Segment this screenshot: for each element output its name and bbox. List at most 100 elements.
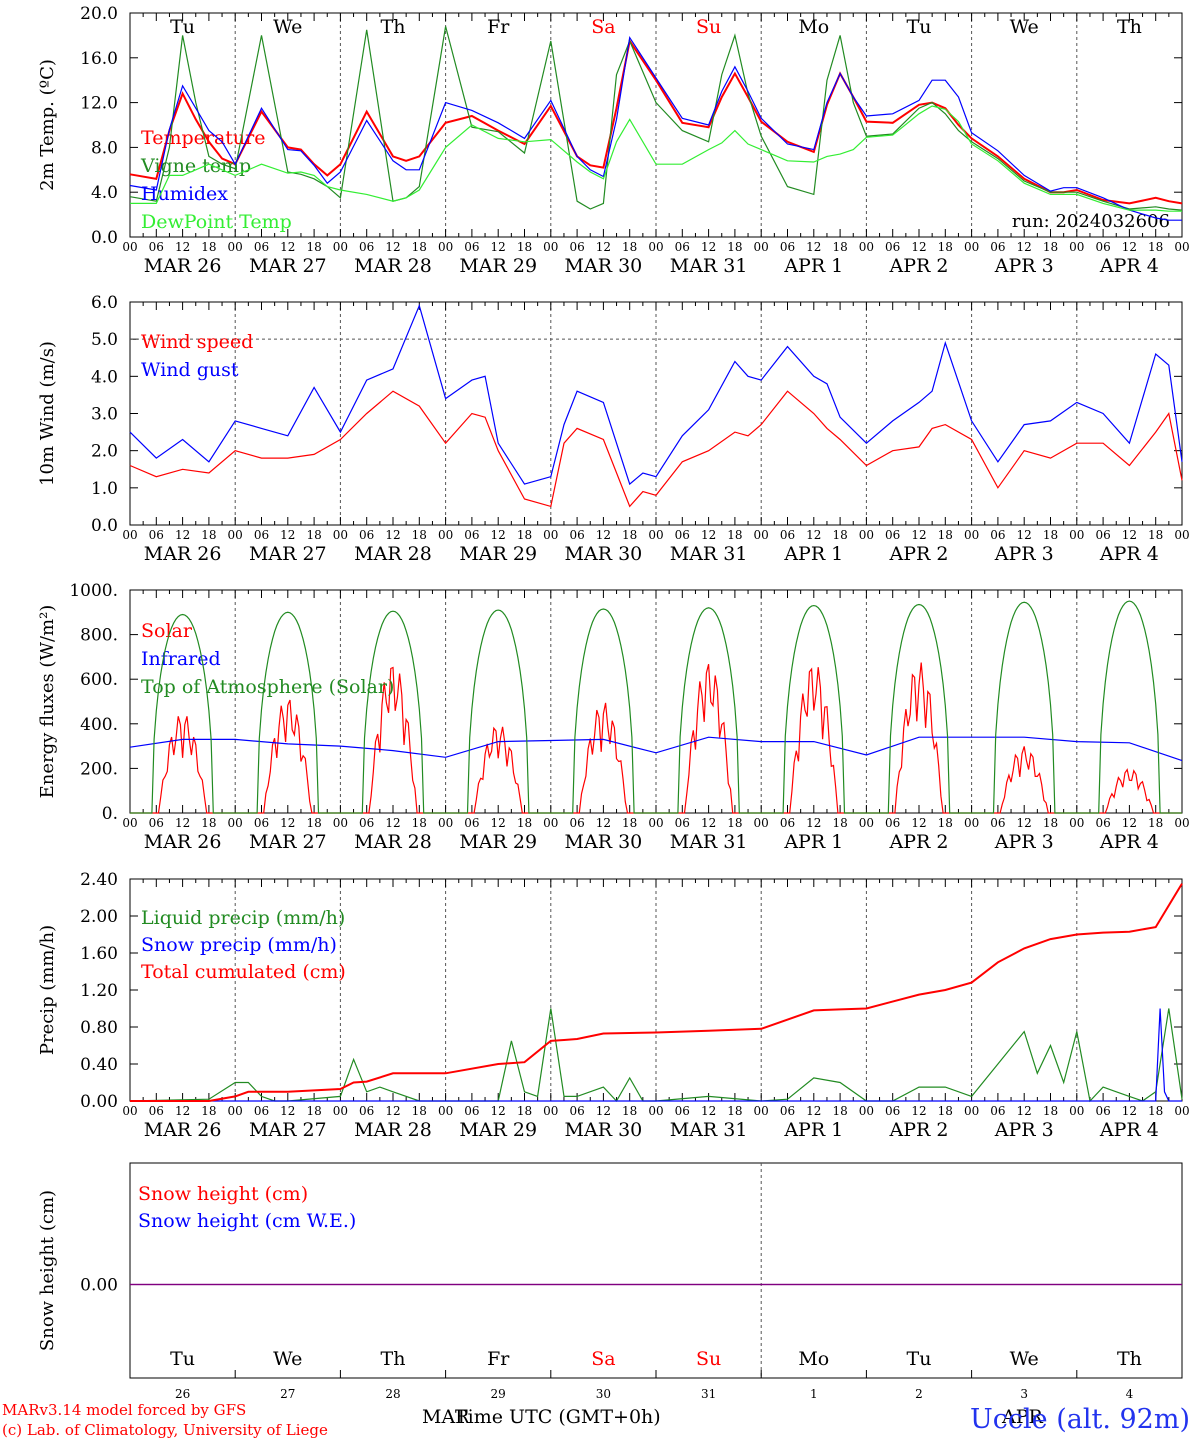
hour-tick-label: 06 [464, 528, 479, 542]
hour-tick-label: 00 [859, 240, 874, 254]
y-tick-label: 200. [80, 759, 118, 779]
date-label: MAR 30 [565, 255, 643, 277]
hour-tick-label: 06 [569, 816, 584, 830]
legend-entry: Vigne temp [140, 155, 251, 177]
day-name: Th [381, 1348, 406, 1370]
y-tick-label: 0.80 [80, 1018, 118, 1038]
y-tick-label: 3.0 [91, 405, 118, 425]
run-label: run: 2024032606 [1012, 211, 1170, 232]
hour-tick-label: 18 [306, 816, 321, 830]
hour-tick-label: 00 [964, 1104, 979, 1118]
hour-tick-label: 18 [622, 816, 637, 830]
legend-entry: Top of Atmosphere (Solar) [141, 676, 394, 698]
hour-tick-label: 00 [754, 1104, 769, 1118]
hour-tick-label: 00 [438, 240, 453, 254]
day-number: 1 [810, 1387, 818, 1401]
hour-tick-label: 00 [438, 1104, 453, 1118]
hour-tick-label: 06 [780, 240, 795, 254]
date-label: APR 3 [994, 831, 1054, 853]
date-label: MAR 29 [459, 831, 537, 853]
hour-tick-label: 18 [727, 240, 742, 254]
y-tick-label: 5.0 [91, 330, 118, 350]
hour-tick-label: 06 [569, 1104, 584, 1118]
hour-tick-label: 00 [228, 240, 243, 254]
day-name: Tu [170, 16, 195, 38]
y-tick-label: 800. [80, 626, 118, 646]
hour-tick-label: 06 [1095, 1104, 1110, 1118]
date-label: APR 1 [783, 831, 843, 853]
legend-entry: Wind gust [141, 359, 239, 381]
hour-tick-label: 00 [333, 528, 348, 542]
series-line [129, 38, 1183, 205]
hour-tick-label: 06 [885, 240, 900, 254]
date-label: MAR 29 [459, 255, 537, 277]
hour-tick-label: 00 [859, 1104, 874, 1118]
hour-tick-label: 12 [385, 1104, 400, 1118]
y-axis-label: 10m Wind (m/s) [37, 341, 58, 486]
day-name: Fr [487, 16, 510, 38]
hour-tick-label: 00 [122, 1104, 137, 1118]
legend-entry: Humidex [141, 183, 228, 205]
date-label: APR 4 [1099, 255, 1159, 277]
day-name: We [1010, 1348, 1039, 1370]
date-label: MAR 29 [459, 543, 537, 565]
hour-tick-label: 18 [517, 528, 532, 542]
hour-tick-label: 06 [675, 528, 690, 542]
hour-tick-label: 12 [596, 1104, 611, 1118]
y-tick-label: 0.00 [80, 1276, 118, 1296]
day-name: Mo [798, 1348, 829, 1370]
date-label: APR 3 [994, 1119, 1054, 1141]
hour-tick-label: 18 [832, 240, 847, 254]
hour-tick-label: 18 [622, 240, 637, 254]
hour-tick-label: 00 [1069, 1104, 1084, 1118]
hour-tick-label: 00 [438, 816, 453, 830]
hour-tick-label: 00 [122, 528, 137, 542]
hour-tick-label: 18 [832, 816, 847, 830]
series-line [130, 883, 1183, 1102]
y-tick-label: 2.00 [80, 907, 118, 927]
hour-tick-label: 06 [254, 816, 269, 830]
date-label: APR 3 [994, 255, 1054, 277]
date-label: MAR 30 [565, 1119, 643, 1141]
hour-tick-label: 12 [1122, 1104, 1137, 1118]
hour-tick-label: 12 [1017, 816, 1032, 830]
date-label: MAR 28 [354, 543, 432, 565]
x-axis-title: Time UTC (GMT+0h) [455, 1406, 661, 1428]
day-name: We [273, 1348, 302, 1370]
hour-tick-label: 18 [201, 816, 216, 830]
day-name: Sa [591, 16, 615, 38]
legend-entry: Infrared [141, 648, 221, 670]
hour-tick-label: 12 [596, 528, 611, 542]
hour-tick-label: 12 [911, 240, 926, 254]
day-name: Th [1117, 16, 1142, 38]
y-axis-label: Precip (mm/h) [37, 925, 58, 1055]
date-label: APR 2 [889, 1119, 949, 1141]
hour-tick-label: 00 [1174, 816, 1189, 830]
hour-tick-label: 18 [306, 1104, 321, 1118]
hour-tick-label: 18 [1148, 528, 1163, 542]
hour-tick-label: 18 [727, 528, 742, 542]
hour-tick-label: 18 [412, 816, 427, 830]
hour-tick-label: 18 [938, 240, 953, 254]
date-label: APR 2 [889, 543, 949, 565]
hour-tick-label: 12 [175, 528, 190, 542]
date-label: APR 1 [783, 1119, 843, 1141]
y-tick-label: 1.60 [80, 944, 118, 964]
y-tick-label: 1.20 [80, 981, 118, 1001]
date-label: MAR 27 [249, 1119, 327, 1141]
hour-tick-label: 06 [780, 1104, 795, 1118]
hour-tick-label: 18 [938, 816, 953, 830]
hour-tick-label: 18 [1043, 1104, 1058, 1118]
hour-tick-label: 00 [648, 240, 663, 254]
hour-tick-label: 00 [859, 816, 874, 830]
hour-tick-label: 12 [1017, 528, 1032, 542]
y-axis-label: 2m Temp. (ºC) [37, 59, 58, 191]
hour-tick-label: 00 [964, 816, 979, 830]
day-number: 2 [915, 1387, 923, 1401]
hour-tick-label: 18 [1148, 816, 1163, 830]
date-label: MAR 28 [354, 255, 432, 277]
date-label: APR 1 [783, 543, 843, 565]
y-tick-label: 0.00 [80, 1092, 118, 1112]
y-tick-label: 1000. [69, 581, 118, 601]
